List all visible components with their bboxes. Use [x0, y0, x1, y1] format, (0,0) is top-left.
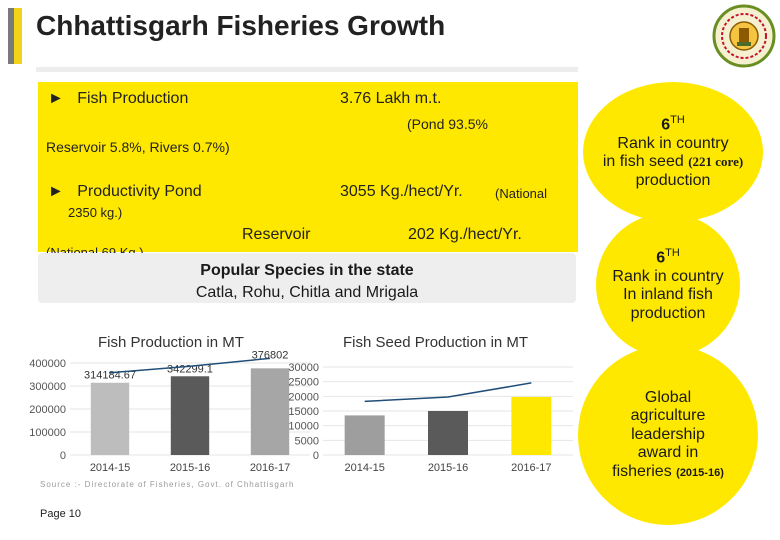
pond-share: (Pond 93.5%	[407, 116, 488, 132]
national-pond-value: 2350 kg.)	[68, 205, 123, 220]
y-tick-label: 15000	[288, 406, 319, 418]
bullet-arrow-icon: ►	[48, 90, 64, 107]
y-tick-label: 0	[313, 450, 319, 462]
badge-rank: 6TH	[656, 247, 680, 267]
bar	[90, 382, 130, 455]
y-tick-label: 10000	[288, 421, 319, 433]
productivity-row: ► Productivity Pond	[48, 183, 202, 201]
fish-production-row: ► Fish Production	[48, 90, 188, 108]
badge-line: fisheries (2015-16)	[612, 462, 724, 480]
pond-productivity-value: 3055 Kg./hect/Yr.	[340, 183, 463, 200]
fish-production-chart: Fish Production in MT 400000 300000 200000 1…	[29, 334, 310, 474]
chart-title: Fish Production in MT	[98, 334, 244, 351]
y-tick-label: 100000	[29, 427, 66, 439]
badge-line: Rank in country	[612, 267, 724, 285]
badge-line: In inland fish	[623, 286, 713, 304]
bar	[250, 368, 290, 455]
fish-production-value: 3.76 Lakh m.t.	[340, 90, 442, 107]
reservoir-label: Reservoir	[242, 226, 311, 243]
x-tick-label: 2016-17	[511, 462, 551, 474]
state-emblem-icon	[712, 4, 776, 68]
badge-line: award in	[637, 444, 699, 462]
reservoir-river-share: Reservoir 5.8%, Rivers 0.7%)	[46, 139, 230, 155]
fish-seed-production-chart: Fish Seed Production in MT 30000 25000 2000…	[288, 334, 573, 474]
bar	[344, 415, 385, 455]
data-label: 342299.1	[167, 363, 213, 375]
badge-rank: 6TH	[661, 114, 685, 134]
page-title: Chhattisgarh Fisheries Growth	[36, 10, 446, 41]
species-list: Catla, Rohu, Chitla and Mrigala	[195, 284, 419, 301]
badge-line: production	[630, 304, 706, 322]
x-tick-label: 2016-17	[250, 462, 290, 474]
y-tick-label: 400000	[29, 358, 66, 370]
reservoir-productivity-value: 202 Kg./hect/Yr.	[408, 226, 522, 243]
fish-production-label: Fish Production	[77, 90, 189, 107]
x-tick-label: 2015-16	[428, 462, 468, 474]
x-tick-label: 2014-15	[90, 462, 130, 474]
productivity-label: Productivity Pond	[77, 183, 202, 200]
badge-line: Global	[644, 389, 692, 407]
chart-title: Fish Seed Production in MT	[343, 334, 528, 351]
national-note: (National	[495, 186, 548, 201]
fisheries-stats-panel	[38, 82, 578, 252]
species-heading: Popular Species in the state	[200, 262, 414, 279]
bullet-arrow-icon: ►	[48, 183, 64, 200]
x-tick-label: 2015-16	[170, 462, 210, 474]
badge-line: leadership	[631, 425, 705, 443]
y-tick-label: 0	[60, 450, 66, 462]
badge-inland-rank: 6TH Rank in country In inland fish produ…	[596, 213, 740, 357]
data-label: 314184.67	[84, 370, 136, 382]
badge-line: in fish seed (221 core)	[602, 153, 744, 171]
y-tick-label: 200000	[29, 404, 66, 416]
y-tick-label: 300000	[29, 381, 66, 393]
bar	[428, 411, 468, 455]
y-tick-label: 25000	[288, 377, 319, 389]
y-tick-label: 30000	[288, 362, 319, 374]
national-reservoir-value: (National 69 Kg.)	[46, 245, 144, 253]
trend-line	[109, 357, 271, 374]
bar	[170, 376, 210, 455]
species-panel	[38, 253, 576, 303]
bar	[511, 396, 552, 455]
data-label: 376802	[252, 349, 289, 361]
title-accent-stripe	[14, 8, 22, 64]
badge-global-award: Global agriculture leadership award in f…	[578, 345, 758, 525]
badge-line: production	[635, 171, 711, 189]
y-tick-label: 5000	[295, 435, 319, 447]
y-tick-label: 20000	[288, 391, 319, 403]
badge-line: agriculture	[630, 407, 706, 425]
badge-line: Rank in country	[617, 134, 729, 152]
x-tick-label: 2014-15	[344, 462, 384, 474]
title-divider	[36, 67, 578, 72]
trend-line	[364, 382, 532, 403]
badge-seed-rank: 6TH Rank in country in fish seed (221 co…	[583, 82, 763, 222]
page-number: Page 10	[40, 508, 81, 520]
source-note: Source :- Directorate of Fisheries, Govt…	[40, 480, 295, 489]
